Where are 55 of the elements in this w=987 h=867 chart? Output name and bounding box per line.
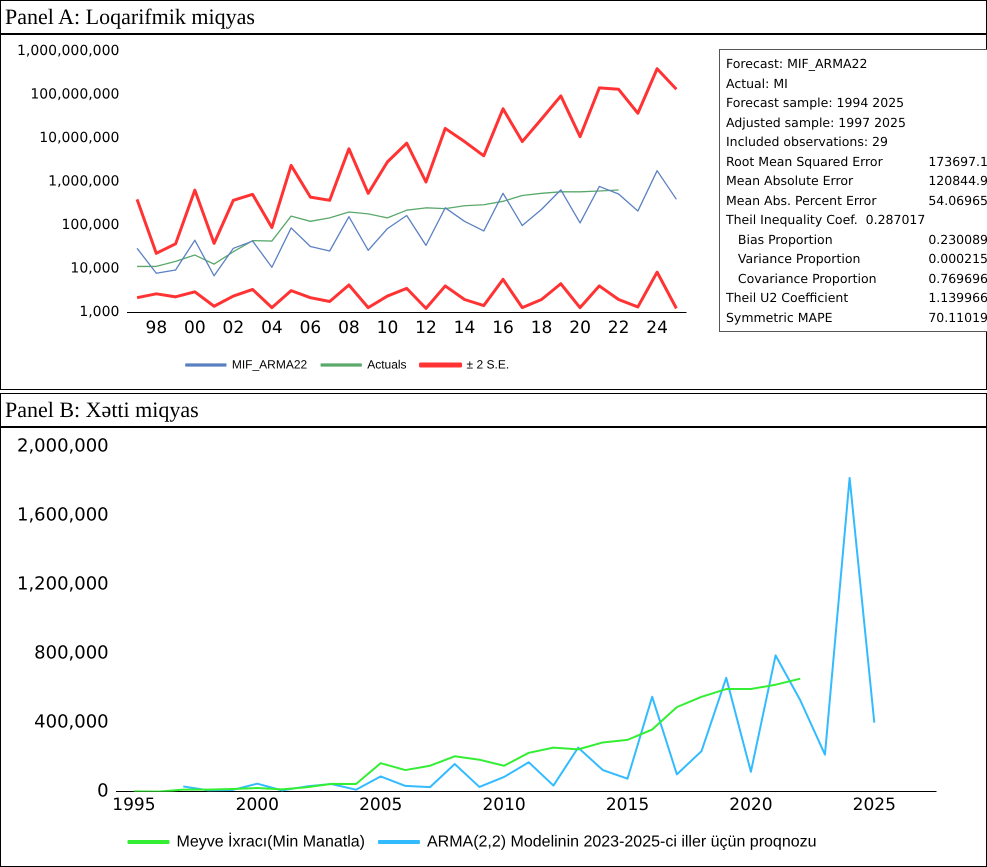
- y-tick-label: 0: [97, 780, 109, 802]
- y-tick-label: 10,000,000: [39, 130, 120, 146]
- x-tick-label: 16: [492, 318, 514, 338]
- y-tick-label: 1,600,000: [17, 504, 109, 526]
- y-tick-label: 400,000: [34, 711, 109, 732]
- x-tick-label: 12: [415, 318, 437, 338]
- text: Forecast sample: 1994 2025: [726, 94, 904, 112]
- y-tick-label: 1,000,000,000: [16, 43, 120, 60]
- text: Variance Proportion 0.000215: [738, 251, 987, 266]
- x-tick-label: 00: [184, 318, 206, 338]
- x-tick-label: 20: [569, 318, 591, 338]
- y-tick-label: 2,000,000: [17, 435, 109, 456]
- text: Included observations: 29: [726, 133, 888, 151]
- text: Symmetric MAPE 70.11019: [726, 310, 987, 324]
- chart-title: Panel B: Xətti miqyas: [1, 394, 986, 428]
- x-tick-label: 2005: [359, 795, 402, 816]
- x-tick-label: 2000: [236, 795, 279, 816]
- x-tick-label: 2015: [606, 795, 650, 816]
- legend-label: MIF_ARMA22: [232, 357, 308, 372]
- x-tick-label: 02: [222, 318, 244, 338]
- legend-label: Actuals: [367, 357, 407, 372]
- text: Bias Proportion 0.230089: [738, 232, 987, 246]
- text: Mean Absolute Error 120844.9: [726, 173, 987, 188]
- legend-label: ± 2 S.E.: [466, 357, 510, 372]
- x-tick-label: 22: [608, 318, 630, 338]
- text: Adjusted sample: 1997 2025: [726, 114, 906, 132]
- y-tick-label: 10,000: [70, 260, 120, 277]
- x-tick-label: 24: [646, 318, 668, 338]
- text: Theil Inequality Coef. 0.287017: [726, 211, 926, 229]
- text: Covariance Proportion 0.769696: [738, 270, 987, 286]
- y-tick-label: 100,000: [62, 217, 120, 234]
- text: Mean Abs. Percent Error 54.06965: [726, 192, 987, 208]
- x-tick-label: 10: [376, 318, 398, 338]
- x-tick-label: 98: [145, 318, 168, 338]
- chart-title: Panel A: Loqarifmik miqyas: [1, 1, 986, 35]
- x-tick-label: 2010: [482, 795, 526, 816]
- x-tick-label: 18: [530, 318, 552, 338]
- text: Actual: MI: [726, 74, 788, 92]
- legend-label: Meyve İxracı(Min Manatla): [176, 832, 365, 850]
- x-tick-label: 06: [300, 318, 322, 338]
- y-tick-label: 1,000,000: [48, 174, 120, 190]
- text: Theil U2 Coefficient 1.139966: [726, 290, 987, 305]
- text: Root Mean Squared Error 173697.1: [726, 154, 987, 168]
- x-tick-label: 1995: [112, 795, 156, 816]
- y-tick-label: 1,000: [79, 304, 120, 320]
- x-tick-label: 2025: [852, 795, 896, 816]
- x-tick-label: 04: [261, 318, 283, 338]
- x-tick-label: 08: [338, 318, 360, 338]
- legend-label: ARMA(2,2) Modelinin 2023-2025-ci iller üçün proqnozu: [426, 833, 817, 850]
- y-tick-label: 800,000: [34, 642, 109, 664]
- text: Forecast: MIF_ARMA22: [726, 55, 868, 73]
- y-tick-label: 100,000,000: [30, 86, 120, 103]
- x-tick-label: 14: [454, 318, 476, 338]
- y-tick-label: 1,200,000: [17, 573, 109, 594]
- x-tick-label: 2020: [729, 795, 773, 816]
